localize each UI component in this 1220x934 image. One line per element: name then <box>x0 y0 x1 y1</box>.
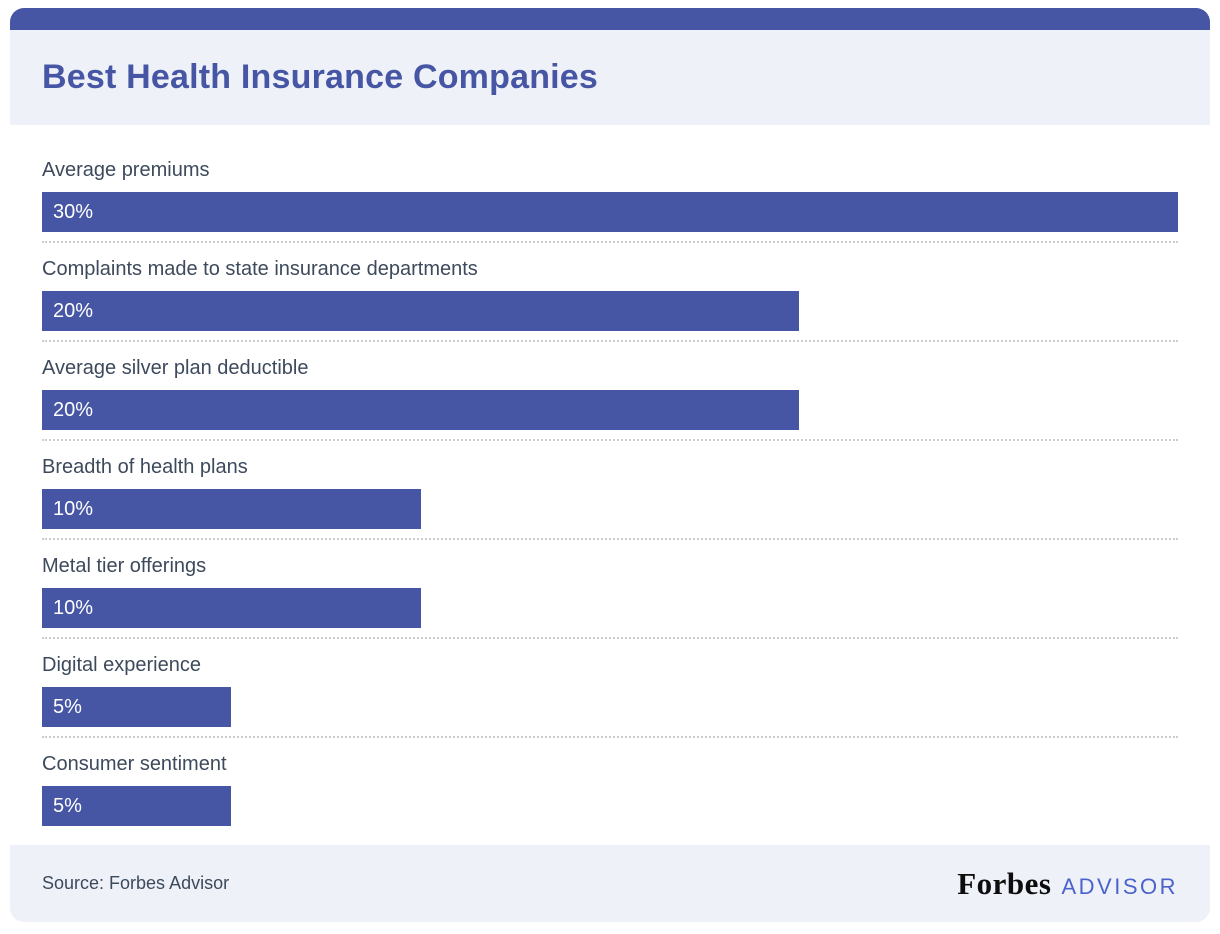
row-separator <box>42 439 1178 441</box>
bar-value-label: 20% <box>53 398 94 421</box>
chart-footer: Source: Forbes Advisor Forbes ADVISOR <box>10 845 1210 922</box>
bar: 5% <box>42 687 232 727</box>
bar-category-label: Metal tier offerings <box>42 555 207 577</box>
chart-header: Best Health Insurance Companies <box>10 30 1210 125</box>
advisor-wordmark: ADVISOR <box>1061 873 1178 899</box>
chart-row: Average premiums 30% <box>42 158 1178 243</box>
bar-category-label: Complaints made to state insurance depar… <box>42 258 478 280</box>
bar-chart: Average premiums 30% Complaints made to … <box>10 125 1210 826</box>
bar-value-label: 10% <box>53 596 94 619</box>
bar-track: 10% <box>42 489 1178 529</box>
source-attribution: Source: Forbes Advisor <box>42 873 230 893</box>
bar: 30% <box>42 192 1178 232</box>
bar: 10% <box>42 588 421 628</box>
forbes-advisor-logo: Forbes ADVISOR <box>957 866 1178 902</box>
bar-category-label: Digital experience <box>42 654 201 676</box>
bar-value-label: 5% <box>53 794 82 817</box>
forbes-wordmark: Forbes <box>957 865 1052 901</box>
row-separator <box>42 241 1178 243</box>
bar: 20% <box>42 390 800 430</box>
bar-value-label: 5% <box>53 695 82 718</box>
bar: 10% <box>42 489 421 529</box>
chart-row: Consumer sentiment 5% <box>42 752 1178 826</box>
bar-value-label: 10% <box>53 497 94 520</box>
bar: 5% <box>42 786 232 826</box>
bar-track: 20% <box>42 291 1178 331</box>
chart-row: Average silver plan deductible 20% <box>42 356 1178 441</box>
bar-track: 5% <box>42 687 1178 727</box>
row-separator <box>42 340 1178 342</box>
bar-category-label: Average premiums <box>42 159 210 181</box>
bar-track: 20% <box>42 390 1178 430</box>
bar-track: 5% <box>42 786 1178 826</box>
bar-category-label: Consumer sentiment <box>42 753 227 775</box>
bar-track: 10% <box>42 588 1178 628</box>
row-separator <box>42 736 1178 738</box>
chart-card: Best Health Insurance Companies Average … <box>10 8 1210 922</box>
accent-top-strip <box>10 8 1210 30</box>
bar-value-label: 30% <box>53 200 94 223</box>
chart-row: Complaints made to state insurance depar… <box>42 257 1178 342</box>
chart-row: Digital experience 5% <box>42 653 1178 738</box>
bar: 20% <box>42 291 800 331</box>
bar-track: 30% <box>42 192 1178 232</box>
row-separator <box>42 538 1178 540</box>
bar-category-label: Average silver plan deductible <box>42 357 309 379</box>
page-title: Best Health Insurance Companies <box>42 58 599 96</box>
chart-row: Metal tier offerings 10% <box>42 554 1178 639</box>
row-separator <box>42 637 1178 639</box>
bar-category-label: Breadth of health plans <box>42 456 248 478</box>
bar-value-label: 20% <box>53 299 94 322</box>
chart-row: Breadth of health plans 10% <box>42 455 1178 540</box>
